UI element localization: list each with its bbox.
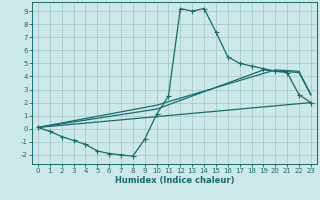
- X-axis label: Humidex (Indice chaleur): Humidex (Indice chaleur): [115, 176, 234, 185]
